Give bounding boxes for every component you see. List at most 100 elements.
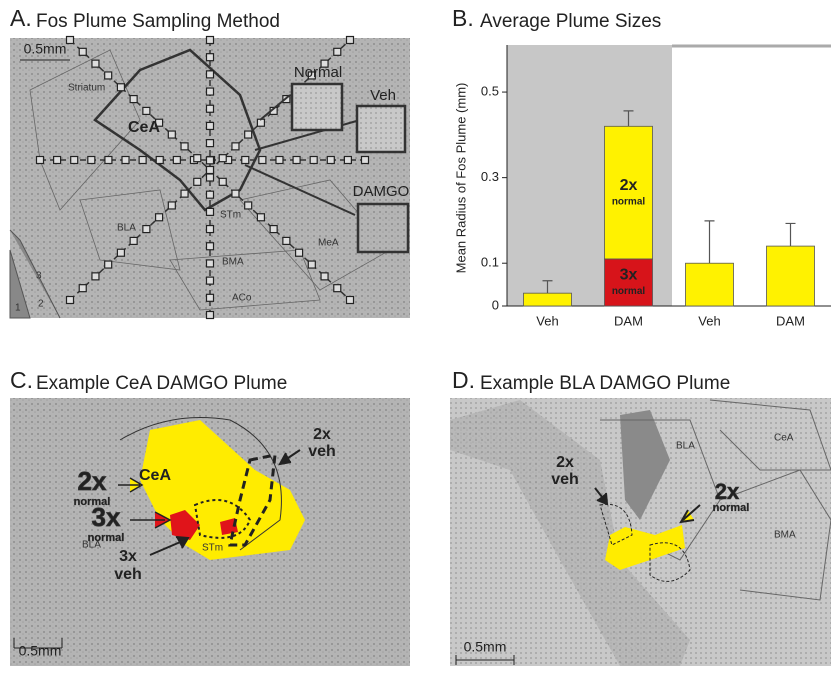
region-label: ACo (232, 293, 252, 304)
sample-box (362, 157, 369, 164)
panel-letter: C. (10, 367, 33, 393)
sample-box (207, 243, 214, 250)
sample-box (207, 208, 214, 215)
sample-box (308, 261, 315, 268)
sample-box (232, 190, 239, 197)
sample-box (310, 157, 317, 164)
sample-box (130, 237, 137, 244)
sample-box (79, 48, 86, 55)
callout: 2x (78, 466, 107, 496)
sample-box (207, 226, 214, 233)
sample-box (270, 226, 277, 233)
bar-segment (524, 293, 572, 306)
region-label: STm (220, 210, 241, 221)
panel-d: D. Example BLA DAMGO Plume 2x veh 2x nor… (450, 367, 831, 666)
panel-c: C. Example CeA DAMGO Plume 2x normal 3x … (10, 367, 410, 666)
segment-label: 2x (620, 177, 638, 194)
inset (358, 204, 408, 252)
sample-box (92, 60, 99, 67)
sample-box (105, 261, 112, 268)
region-label: STm (202, 543, 223, 554)
region-label: BMA (222, 257, 244, 268)
y-tick-label: 0.3 (481, 169, 499, 184)
chart-title: Average Plume Sizes (480, 11, 661, 32)
sample-box (105, 157, 112, 164)
bar-segment (767, 246, 815, 306)
y-tick-label: 0.5 (481, 84, 499, 99)
callout: normal (713, 502, 750, 514)
sample-box (156, 214, 163, 221)
sample-box (207, 54, 214, 61)
panel-title: Example CeA DAMGO Plume (36, 373, 287, 394)
sample-box (293, 157, 300, 164)
scale-label: 0.5mm (19, 643, 62, 659)
callout: veh (308, 443, 336, 460)
sample-box (71, 157, 78, 164)
sample-box (79, 285, 86, 292)
sample-box (156, 157, 163, 164)
y-axis-label: Mean Radius of Fos Plume (mm) (453, 83, 468, 274)
sample-box (321, 273, 328, 280)
sample-box (327, 157, 334, 164)
page: {"panel_a": {"letter": "A.", "title": "F… (0, 0, 831, 676)
sample-box (232, 143, 239, 150)
sample-box (168, 131, 175, 138)
x-tick-label: Veh (698, 313, 720, 328)
sample-box (259, 157, 266, 164)
sample-box (194, 178, 201, 185)
region-label: 1 (15, 303, 21, 314)
segment-label: normal (612, 286, 646, 297)
x-tick-label: DAM (614, 313, 643, 328)
panel-letter: D. (452, 367, 475, 393)
sample-box (347, 37, 354, 44)
scale-label: 0.5mm (464, 639, 507, 655)
sample-box (347, 297, 354, 304)
sample-box (207, 294, 214, 301)
callout: 2x (715, 479, 740, 504)
region-label: BMA (774, 530, 796, 541)
sample-box (207, 191, 214, 198)
sample-box (344, 157, 351, 164)
region-label: CeA (774, 433, 794, 444)
sample-box (207, 37, 214, 44)
sample-box (207, 174, 214, 181)
sample-box (245, 202, 252, 209)
sample-box (207, 88, 214, 95)
sample-box (54, 157, 61, 164)
region-label: 3 (36, 271, 42, 282)
inset-label: DAMGO (353, 183, 410, 200)
panel-title: Fos Plume Sampling Method (36, 11, 280, 32)
figure: A. Fos Plume Sampling Method 0.5mm Stria… (0, 0, 831, 676)
sample-box (207, 140, 214, 147)
sample-box (181, 190, 188, 197)
sample-box (117, 84, 124, 91)
sample-box (88, 157, 95, 164)
sample-box (334, 285, 341, 292)
y-tick-label: 0 (492, 297, 499, 312)
sample-box (37, 157, 44, 164)
region-label: MeA (318, 238, 339, 249)
y-tick-label: 0.1 (481, 255, 499, 270)
callout: 3x (119, 548, 137, 565)
region-label: 2 (38, 299, 44, 310)
segment-label: normal (612, 196, 646, 207)
sample-box (67, 37, 74, 44)
sample-box (122, 157, 129, 164)
bar-segment (686, 263, 734, 306)
sample-box (92, 273, 99, 280)
sample-box (283, 237, 290, 244)
sample-box (245, 131, 252, 138)
region-label: BLA (82, 540, 101, 551)
sample-box (105, 72, 112, 79)
sample-box (296, 249, 303, 256)
region-label: BLA (676, 441, 695, 452)
inset-label: Normal (294, 64, 342, 81)
scale-label: 0.5mm (24, 41, 67, 57)
sample-box (219, 178, 226, 185)
sample-box (143, 107, 150, 114)
panel-title: Example BLA DAMGO Plume (480, 373, 730, 394)
panel-letter: A. (10, 5, 32, 31)
sample-box (257, 214, 264, 221)
sample-box (194, 155, 201, 162)
sample-box (207, 122, 214, 129)
